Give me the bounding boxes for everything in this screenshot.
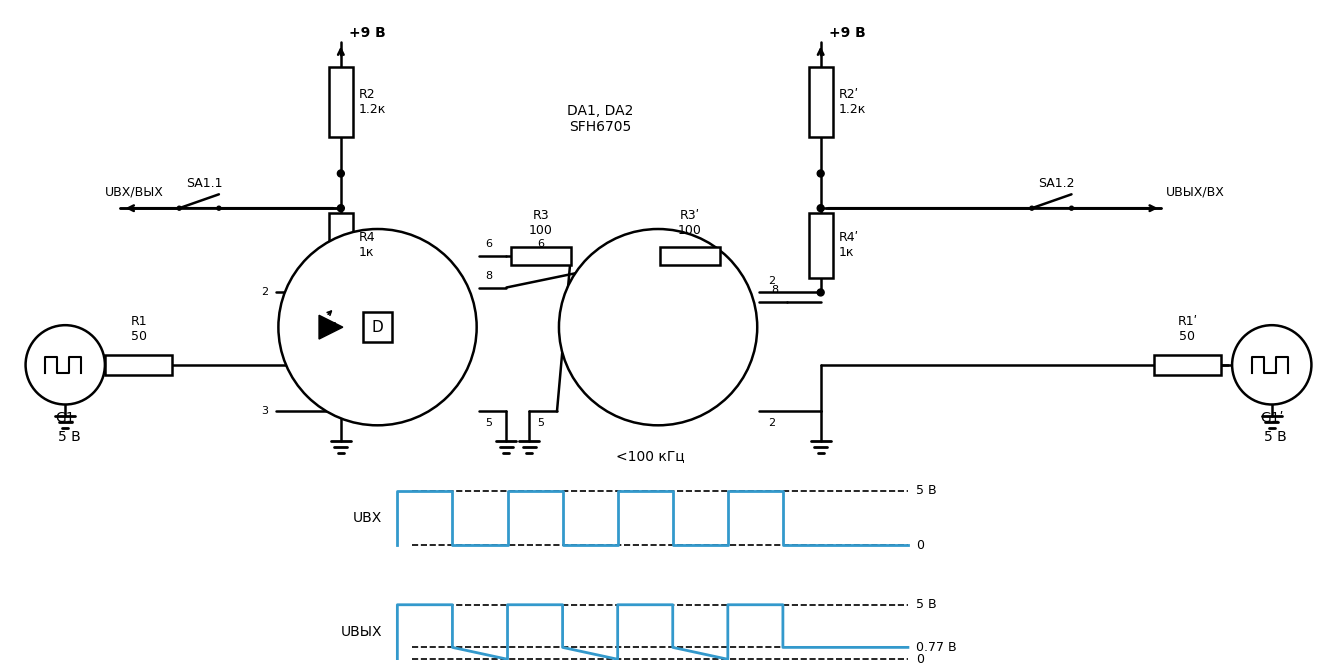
- Circle shape: [1070, 206, 1074, 210]
- Text: 5 В: 5 В: [916, 484, 936, 498]
- Text: R2
1.2к: R2 1.2к: [358, 88, 386, 116]
- Text: DA1, DA2
SFH6705: DA1, DA2 SFH6705: [567, 104, 634, 134]
- Text: R1ʹ
50: R1ʹ 50: [1178, 315, 1198, 343]
- Text: R4ʹ
1к: R4ʹ 1к: [838, 231, 858, 259]
- Text: 8: 8: [771, 286, 778, 296]
- Circle shape: [817, 170, 824, 177]
- Text: 2: 2: [261, 288, 269, 298]
- Text: G1ʹ: G1ʹ: [1259, 412, 1284, 426]
- Text: 8: 8: [485, 270, 492, 280]
- Text: R1
50: R1 50: [130, 315, 147, 343]
- Ellipse shape: [559, 229, 757, 426]
- Circle shape: [817, 289, 824, 296]
- Text: UВХ: UВХ: [353, 511, 382, 525]
- Text: 5 В: 5 В: [916, 598, 936, 611]
- Polygon shape: [320, 315, 342, 339]
- Circle shape: [817, 204, 824, 212]
- Text: D: D: [372, 320, 384, 334]
- Text: UВЫХ/ВХ: UВЫХ/ВХ: [1166, 186, 1225, 199]
- Text: R3ʹ
100: R3ʹ 100: [678, 209, 702, 237]
- Text: 6: 6: [537, 239, 544, 249]
- Text: R3
100: R3 100: [529, 209, 554, 237]
- Ellipse shape: [25, 325, 104, 404]
- Text: R4
1к: R4 1к: [358, 231, 376, 259]
- Bar: [809, 213, 833, 278]
- Circle shape: [337, 170, 345, 177]
- Text: UВХ/ВЫХ: UВХ/ВЫХ: [106, 186, 164, 199]
- Text: 2: 2: [769, 418, 775, 428]
- Bar: [809, 67, 833, 137]
- Text: 5: 5: [537, 418, 544, 428]
- Text: 5: 5: [485, 418, 492, 428]
- Bar: [329, 67, 353, 137]
- Text: 6: 6: [485, 239, 492, 249]
- Circle shape: [1029, 206, 1034, 210]
- Text: G1: G1: [55, 412, 75, 426]
- Text: SA1.2: SA1.2: [1039, 177, 1075, 190]
- Text: <100 кГц: <100 кГц: [616, 449, 685, 463]
- Text: UВЫХ: UВЫХ: [341, 625, 382, 639]
- Bar: [329, 213, 353, 278]
- Text: 0: 0: [916, 653, 924, 666]
- Text: +9 В: +9 В: [349, 26, 385, 40]
- Ellipse shape: [1233, 325, 1312, 404]
- Bar: [1154, 355, 1221, 375]
- Circle shape: [217, 206, 221, 210]
- Ellipse shape: [278, 229, 477, 426]
- Bar: [660, 247, 719, 264]
- Circle shape: [337, 204, 345, 212]
- Text: 5 В: 5 В: [1265, 430, 1288, 444]
- Bar: [104, 355, 172, 375]
- Text: R2ʹ
1.2к: R2ʹ 1.2к: [838, 88, 866, 116]
- Text: 5 В: 5 В: [57, 430, 80, 444]
- Text: 0: 0: [916, 539, 924, 551]
- Bar: [511, 247, 571, 264]
- Text: 2: 2: [769, 276, 775, 286]
- Text: +9 В: +9 В: [829, 26, 865, 40]
- Circle shape: [178, 206, 182, 210]
- Text: 3: 3: [262, 406, 269, 416]
- Bar: [362, 312, 392, 342]
- Text: 0.77 В: 0.77 В: [916, 641, 956, 654]
- Text: SA1.1: SA1.1: [186, 177, 222, 190]
